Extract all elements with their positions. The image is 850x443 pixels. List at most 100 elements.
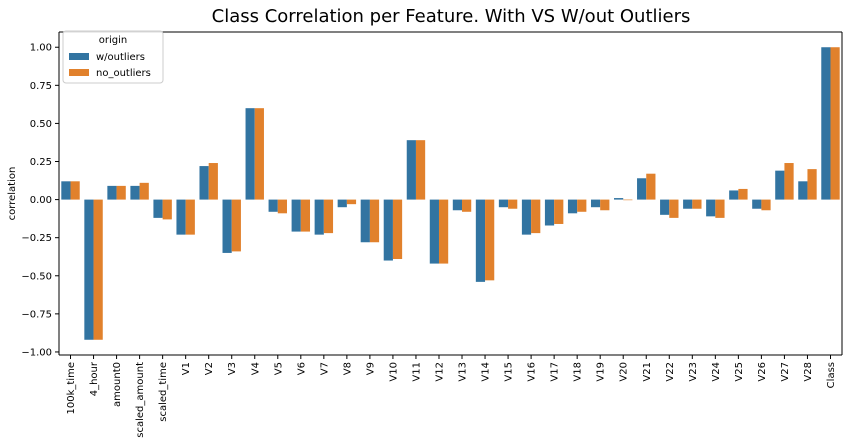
x-tick-label: 100k_time xyxy=(66,362,77,414)
y-axis-label: correlation xyxy=(7,167,18,221)
bar-w-outliers xyxy=(153,199,163,218)
x-tick-label: V1 xyxy=(181,362,192,375)
bar-no-outliers xyxy=(600,199,610,211)
bar-no-outliers xyxy=(70,181,80,200)
legend-swatch xyxy=(69,69,89,76)
bar-w-outliers xyxy=(107,185,117,200)
bar-no-outliers xyxy=(715,199,725,218)
bar-no-outliers xyxy=(577,199,587,212)
legend-label: no_outliers xyxy=(96,68,151,79)
x-tick-label: V26 xyxy=(757,362,768,382)
bar-no-outliers xyxy=(162,199,172,220)
x-tick-label: V6 xyxy=(296,362,307,375)
y-tick-label: 0.00 xyxy=(30,195,52,206)
x-tick-label: V13 xyxy=(458,362,469,382)
bar-w-outliers xyxy=(314,199,324,235)
x-tick-label: 4_hour xyxy=(89,361,100,396)
x-tick-label: V15 xyxy=(504,362,515,382)
y-tick-label: 0.75 xyxy=(30,81,52,92)
x-tick-label: V2 xyxy=(204,362,215,375)
y-tick-label: −0.25 xyxy=(21,233,52,244)
bar-no-outliers xyxy=(277,199,287,214)
bar-w-outliers xyxy=(130,185,140,200)
x-tick-label: V18 xyxy=(573,362,584,382)
bar-w-outliers xyxy=(660,199,670,215)
bar-no-outliers xyxy=(438,199,449,264)
y-tick-label: 0.50 xyxy=(30,119,52,130)
x-tick-label: scaled_time xyxy=(158,362,169,422)
bar-no-outliers xyxy=(508,199,518,209)
bar-w-outliers xyxy=(291,199,301,232)
bar-no-outliers xyxy=(485,199,495,281)
bar-w-outliers xyxy=(176,199,186,235)
x-tick-label: V21 xyxy=(642,362,653,382)
bar-no-outliers xyxy=(185,199,195,235)
x-tick-label: V25 xyxy=(734,362,745,382)
bar-w-outliers xyxy=(521,199,532,235)
bar-w-outliers xyxy=(752,199,762,209)
bar-no-outliers xyxy=(323,199,334,234)
bar-w-outliers xyxy=(614,198,624,200)
x-tick-label: V12 xyxy=(434,362,445,382)
bar-no-outliers xyxy=(531,199,541,234)
bar-w-outliers xyxy=(498,199,509,208)
x-tick-label: V4 xyxy=(250,362,261,375)
y-tick-label: −0.50 xyxy=(21,271,52,282)
x-tick-label: V28 xyxy=(803,362,814,382)
x-tick-label: V16 xyxy=(527,362,538,382)
chart-title: Class Correlation per Feature. With VS W… xyxy=(212,6,691,27)
bar-w-outliers xyxy=(429,199,439,264)
bar-no-outliers xyxy=(784,163,794,200)
bar-w-outliers xyxy=(406,140,416,200)
bar-w-outliers xyxy=(452,199,463,211)
bar-w-outliers xyxy=(475,199,486,282)
legend: origin w/outliers no_outliers xyxy=(62,30,164,84)
x-tick-label: V22 xyxy=(665,362,676,382)
bar-no-outliers xyxy=(254,108,264,200)
x-tick-label: V7 xyxy=(319,362,330,375)
bar-w-outliers xyxy=(821,47,831,200)
bar-w-outliers xyxy=(798,181,808,200)
legend-swatch xyxy=(69,53,89,60)
x-tick-label: V9 xyxy=(365,362,376,375)
x-tick-label: V3 xyxy=(227,362,238,375)
bar-no-outliers xyxy=(830,47,840,200)
bar-no-outliers xyxy=(692,199,702,209)
y-tick-label: 1.00 xyxy=(30,43,52,54)
y-tick-label: 0.25 xyxy=(30,157,52,168)
bar-no-outliers xyxy=(807,169,817,200)
bar-w-outliers xyxy=(567,199,578,214)
bar-no-outliers xyxy=(392,199,403,260)
bar-w-outliers xyxy=(268,199,278,212)
bar-no-outliers xyxy=(761,199,771,211)
bar-no-outliers xyxy=(93,199,103,340)
bar-w-outliers xyxy=(61,181,71,200)
x-tick-label: V27 xyxy=(780,362,791,382)
bar-no-outliers xyxy=(415,140,426,200)
bar-no-outliers xyxy=(116,185,126,200)
x-tick-label: V24 xyxy=(711,362,722,382)
x-tick-label: V10 xyxy=(388,362,399,382)
bar-w-outliers xyxy=(637,178,647,200)
bar-w-outliers xyxy=(683,199,693,209)
x-tick-label: V5 xyxy=(273,362,284,375)
x-tick-label: V19 xyxy=(596,362,607,382)
bar-w-outliers xyxy=(544,199,555,226)
bar-no-outliers xyxy=(346,199,357,205)
bar-w-outliers xyxy=(706,199,716,217)
bar-no-outliers xyxy=(139,182,149,200)
bar-w-outliers xyxy=(590,199,601,208)
bar-w-outliers xyxy=(337,199,347,208)
x-tick-label: V17 xyxy=(550,362,561,382)
bar-w-outliers xyxy=(84,199,94,340)
x-tick-label: Class xyxy=(826,362,837,388)
x-tick-label: V20 xyxy=(619,362,630,382)
legend-title: origin xyxy=(99,35,127,46)
y-tick-label: −0.75 xyxy=(21,309,52,320)
bar-w-outliers xyxy=(199,166,209,200)
bar-no-outliers xyxy=(554,199,564,224)
bar-no-outliers xyxy=(300,199,311,232)
x-tick-label: V14 xyxy=(481,362,492,382)
bar-w-outliers xyxy=(729,190,739,200)
